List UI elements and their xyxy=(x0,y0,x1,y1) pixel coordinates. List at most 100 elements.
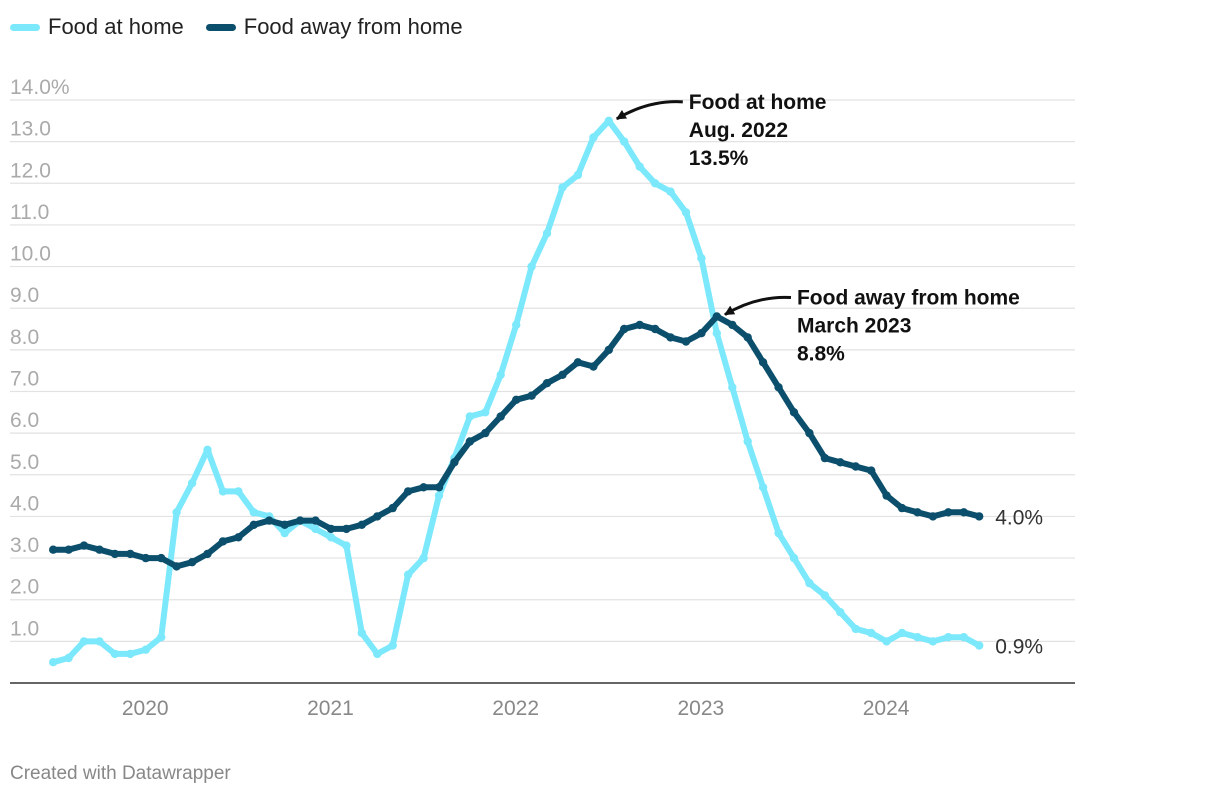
y-tick-label-14: 14.0% xyxy=(10,76,70,99)
data-point-food-away-from-home xyxy=(326,524,336,534)
data-point-food-away-from-home xyxy=(805,428,814,438)
data-point-food-away-from-home xyxy=(836,458,845,467)
data-point-food-away-from-home xyxy=(635,320,644,330)
data-point-food-away-from-home xyxy=(758,358,768,367)
y-tick-label-11: 11.0 xyxy=(10,201,49,224)
data-point-food-at-home xyxy=(481,408,490,417)
data-point-food-at-home xyxy=(650,179,660,188)
data-point-food-at-home xyxy=(712,329,721,338)
data-point-food-at-home xyxy=(79,637,89,646)
legend: Food at home Food away from home xyxy=(10,14,463,40)
data-point-food-away-from-home xyxy=(481,428,490,438)
data-point-food-at-home xyxy=(342,541,351,550)
data-point-food-away-from-home xyxy=(403,487,413,496)
data-point-food-at-home xyxy=(666,187,675,196)
data-point-food-at-home xyxy=(110,649,120,659)
data-point-food-at-home xyxy=(913,633,922,642)
data-point-food-at-home xyxy=(373,649,382,659)
data-point-food-away-from-home xyxy=(944,508,953,517)
data-point-food-away-from-home xyxy=(110,549,120,559)
x-tick-label-2022: 2022 xyxy=(492,697,539,720)
end-label-food-away-from-home: 4.0% xyxy=(995,506,1043,529)
data-point-food-away-from-home xyxy=(265,516,274,525)
data-point-food-away-from-home xyxy=(49,545,58,554)
data-point-food-away-from-home xyxy=(897,503,907,513)
data-point-food-away-from-home xyxy=(64,545,73,554)
data-point-food-at-home xyxy=(95,637,104,646)
data-point-food-at-home xyxy=(774,528,783,538)
data-point-food-at-home xyxy=(527,262,536,271)
data-point-food-at-home xyxy=(697,254,706,263)
data-point-food-away-from-home xyxy=(187,558,197,567)
data-point-food-at-home xyxy=(635,162,644,171)
data-point-food-away-from-home xyxy=(558,370,567,379)
data-point-food-away-from-home xyxy=(681,337,691,346)
data-point-food-at-home xyxy=(388,641,397,650)
annotation-text-1-0: Food away from home xyxy=(797,287,1020,310)
data-point-food-away-from-home xyxy=(342,524,351,534)
data-point-food-away-from-home xyxy=(249,520,258,529)
y-tick-label-2: 2.0 xyxy=(10,576,39,599)
data-point-food-at-home xyxy=(959,633,968,642)
y-tick-label-3: 3.0 xyxy=(10,534,39,557)
data-point-food-away-from-home xyxy=(913,508,922,517)
data-point-food-at-home xyxy=(573,170,583,180)
annotation-arrow-1 xyxy=(724,295,792,316)
data-point-food-at-home xyxy=(419,553,428,563)
data-point-food-at-home xyxy=(882,637,891,646)
data-point-food-at-home xyxy=(743,437,752,446)
x-tick-label-2023: 2023 xyxy=(678,697,725,720)
data-point-food-away-from-home xyxy=(959,508,968,517)
y-tick-label-8: 8.0 xyxy=(10,326,39,349)
data-point-food-at-home xyxy=(758,483,768,492)
data-point-food-away-from-home xyxy=(867,466,876,475)
data-point-food-away-from-home xyxy=(527,391,536,400)
y-tick-label-12: 12.0 xyxy=(10,159,51,182)
data-point-food-away-from-home xyxy=(419,483,428,492)
data-point-food-away-from-home xyxy=(697,329,706,338)
data-point-food-at-home xyxy=(867,628,876,638)
data-point-food-away-from-home xyxy=(218,537,228,546)
y-tick-label-10: 10.0 xyxy=(10,243,51,266)
data-point-food-away-from-home xyxy=(373,512,382,521)
data-point-food-away-from-home xyxy=(512,395,521,404)
data-point-food-away-from-home xyxy=(95,545,104,554)
annotation-arrow-0 xyxy=(615,100,683,121)
data-point-food-at-home xyxy=(49,658,58,667)
y-tick-label-13: 13.0 xyxy=(10,118,51,141)
data-point-food-at-home xyxy=(64,653,73,663)
annotation-text-0-2: 13.5% xyxy=(689,147,749,170)
data-point-food-away-from-home xyxy=(388,503,397,513)
data-point-food-at-home xyxy=(558,183,567,192)
y-tick-label-6: 6.0 xyxy=(10,409,39,432)
data-point-food-away-from-home xyxy=(928,512,938,521)
data-point-food-at-home xyxy=(897,628,907,638)
data-point-food-at-home xyxy=(249,508,258,517)
data-point-food-away-from-home xyxy=(650,324,660,334)
data-point-food-away-from-home xyxy=(712,312,721,321)
data-point-food-at-home xyxy=(465,412,475,421)
data-point-food-at-home xyxy=(218,487,228,496)
footer-credit: Created with Datawrapper xyxy=(10,763,231,784)
data-point-food-at-home xyxy=(789,553,799,563)
data-point-food-away-from-home xyxy=(295,516,305,525)
data-point-food-at-home xyxy=(512,320,521,330)
legend-item-food-away-from-home: Food away from home xyxy=(205,14,463,40)
data-point-food-away-from-home xyxy=(774,383,783,392)
data-point-food-at-home xyxy=(681,208,691,217)
data-point-food-at-home xyxy=(187,478,197,488)
data-point-food-at-home xyxy=(234,487,243,496)
legend-item-food-at-home: Food at home xyxy=(10,14,184,40)
data-point-food-at-home xyxy=(403,570,413,579)
data-point-food-away-from-home xyxy=(589,362,598,371)
annotation-text-0-1: Aug. 2022 xyxy=(689,119,788,142)
y-tick-label-9: 9.0 xyxy=(10,284,39,307)
data-point-food-at-home xyxy=(357,628,366,638)
legend-swatch-food-away-from-home xyxy=(205,23,236,31)
annotation-text-1-1: March 2023 xyxy=(797,315,911,338)
data-point-food-at-home xyxy=(203,445,212,454)
x-tick-label-2020: 2020 xyxy=(122,697,169,720)
data-point-food-away-from-home xyxy=(172,562,181,571)
data-point-food-away-from-home xyxy=(450,458,459,467)
